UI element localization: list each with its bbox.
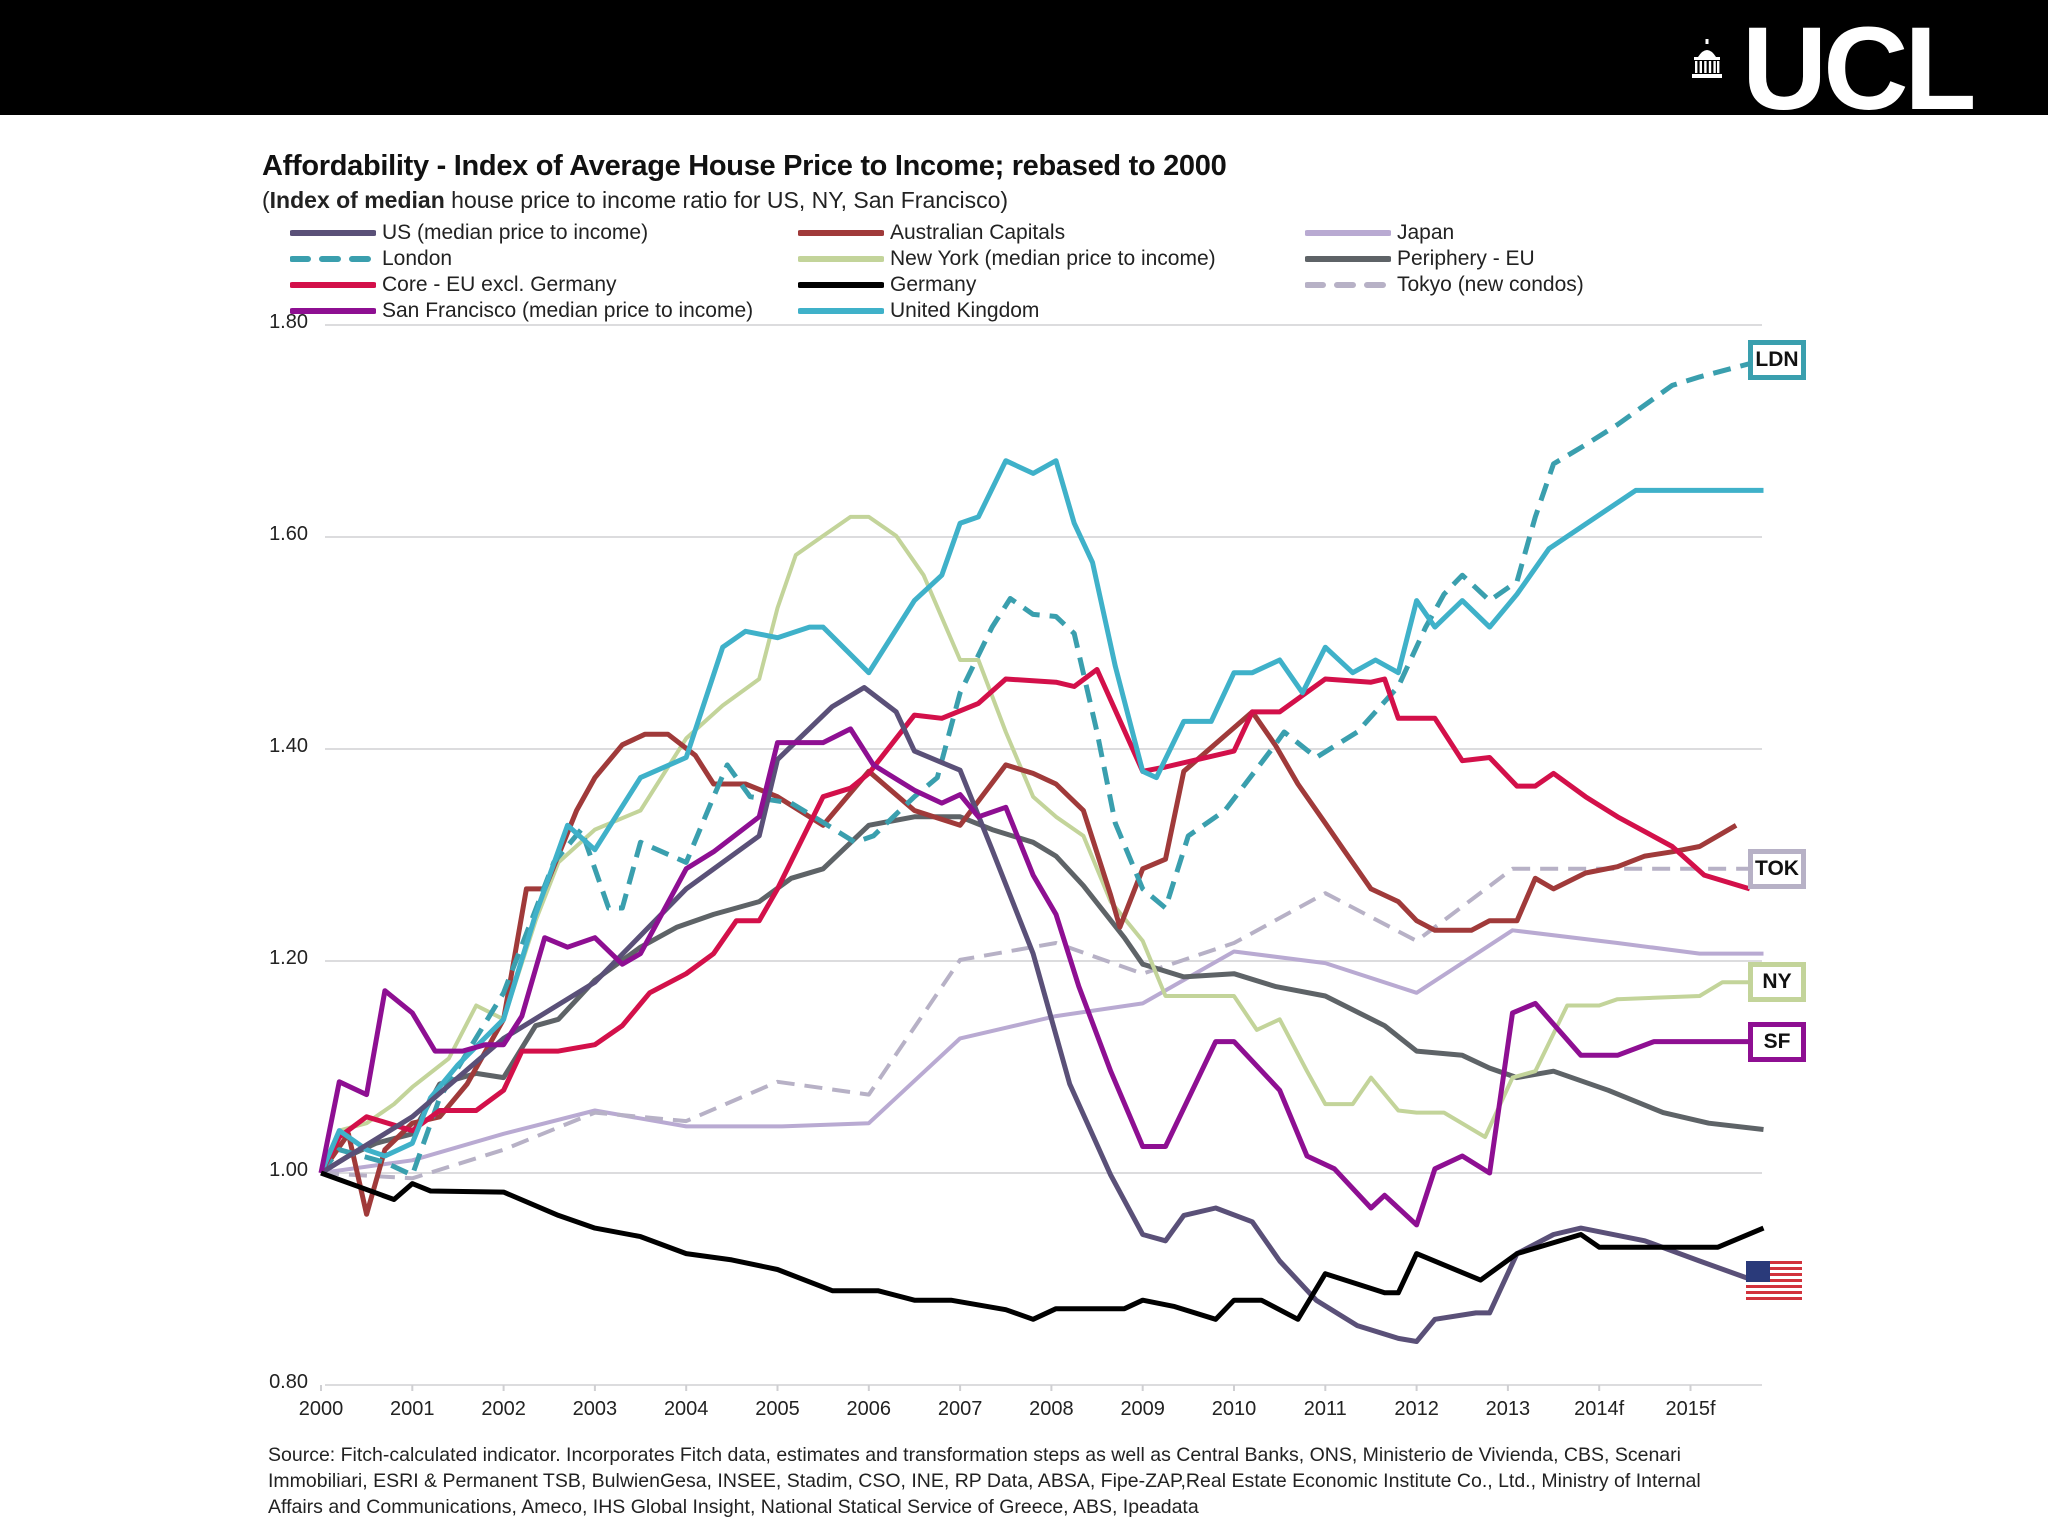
series-line-germany xyxy=(320,1170,1765,1322)
legend-swatch xyxy=(290,230,376,236)
legend-item-japan: Japan xyxy=(1305,220,1454,246)
us-flag-icon xyxy=(1746,1261,1802,1303)
legend-swatch xyxy=(1305,282,1391,288)
series-line-london xyxy=(319,357,1765,1178)
legend-label: Germany xyxy=(890,273,977,296)
x-tick-label: 2007 xyxy=(937,1398,983,1420)
legend-label: US (median price to income) xyxy=(382,221,649,244)
legend-item-ny: New York (median price to income) xyxy=(798,246,1216,272)
x-tick-label: 2004 xyxy=(663,1398,709,1420)
x-tick-label: 2003 xyxy=(572,1398,618,1420)
end-tag-sf: SF xyxy=(1748,1021,1806,1062)
legend-label: Core - EU excl. Germany xyxy=(382,273,617,296)
source-note: Source: Fitch-calculated indicator. Inco… xyxy=(268,1444,1701,1518)
x-tick-label: 2013 xyxy=(1485,1398,1531,1420)
x-tick-label: 2012 xyxy=(1394,1398,1439,1420)
x-tick-label: 2000 xyxy=(298,1398,344,1420)
series-line-periphery_eu xyxy=(319,814,1764,1176)
y-tick-label: 0.80 xyxy=(269,1371,308,1393)
y-tick-label: 1.00 xyxy=(269,1159,308,1181)
chart-title: Affordability - Index of Average House P… xyxy=(262,150,1227,182)
header-bar: UCL xyxy=(0,0,2048,115)
legend-label: Japan xyxy=(1397,221,1455,244)
x-tick-label: 2011 xyxy=(1303,1398,1347,1420)
legend-swatch xyxy=(290,256,376,262)
legend-label: Tokyo (new condos) xyxy=(1397,273,1584,296)
end-tag-london: LDN xyxy=(1748,339,1806,380)
y-tick-label: 1.80 xyxy=(269,311,308,333)
legend-label: Periphery - EU xyxy=(1397,247,1535,270)
legend-item-sf: San Francisco (median price to income) xyxy=(290,298,753,324)
x-tick-label: 2015f xyxy=(1665,1398,1716,1420)
end-tag-tokyo: TOK xyxy=(1748,848,1806,889)
legend-item-germany: Germany xyxy=(798,272,976,298)
x-tick-label: 2005 xyxy=(755,1398,800,1420)
x-tick-label: 2002 xyxy=(481,1398,526,1420)
legend-swatch xyxy=(798,230,884,236)
legend-label: Australian Capitals xyxy=(890,221,1066,244)
x-tick-label: 2006 xyxy=(846,1398,892,1420)
legend-item-core_eu: Core - EU excl. Germany xyxy=(290,272,617,298)
series-line-tokyo xyxy=(320,866,1764,1181)
series-line-us xyxy=(319,685,1751,1344)
portico-dome-icon xyxy=(1692,39,1722,78)
legend-swatch xyxy=(798,308,884,314)
series-line-australia xyxy=(318,709,1738,1217)
x-tick-label: 2001 xyxy=(390,1398,435,1420)
legend-item-australia: Australian Capitals xyxy=(798,220,1065,246)
ucl-logo: UCL xyxy=(1690,24,1973,115)
legend-item-us: US (median price to income) xyxy=(290,220,648,246)
legend-item-uk: United Kingdom xyxy=(798,298,1039,324)
x-tick-label: 2010 xyxy=(1211,1398,1257,1420)
end-tag-ny: NY xyxy=(1748,962,1806,1003)
x-tick-label: 2009 xyxy=(1120,1398,1165,1420)
y-tick-label: 1.20 xyxy=(269,947,308,969)
legend-item-london: London xyxy=(290,246,452,272)
y-tick-label: 1.40 xyxy=(269,735,308,757)
legend-item-periphery_eu: Periphery - EU xyxy=(1305,246,1535,272)
subtitle-bold: Index of median xyxy=(269,187,445,213)
series-line-uk xyxy=(318,458,1764,1174)
legend-swatch xyxy=(1305,230,1391,236)
legend-item-tokyo: Tokyo (new condos) xyxy=(1305,272,1584,298)
chart-subtitle: (Index of median house price to income r… xyxy=(262,187,1008,214)
ucl-wordmark: UCL xyxy=(1742,24,1973,115)
subtitle-rest: house price to income ratio for US, NY, … xyxy=(444,187,1009,213)
legend-label: San Francisco (median price to income) xyxy=(382,299,754,322)
x-tick-label: 2008 xyxy=(1029,1398,1074,1420)
subtitle-open: ( xyxy=(262,187,270,213)
legend-swatch xyxy=(290,308,376,314)
legend-swatch xyxy=(798,256,884,262)
legend-label: London xyxy=(382,247,453,270)
legend-label: United Kingdom xyxy=(890,299,1040,322)
legend-swatch xyxy=(1305,256,1391,262)
series-line-core_eu xyxy=(318,667,1751,1175)
legend-swatch xyxy=(798,282,884,288)
legend-label: New York (median price to income) xyxy=(890,247,1216,270)
legend-swatch xyxy=(290,282,376,288)
series-line-japan xyxy=(320,928,1764,1175)
y-tick-label: 1.60 xyxy=(269,523,308,545)
series-line-sf xyxy=(318,726,1764,1228)
x-tick-label: 2014f xyxy=(1574,1398,1625,1420)
